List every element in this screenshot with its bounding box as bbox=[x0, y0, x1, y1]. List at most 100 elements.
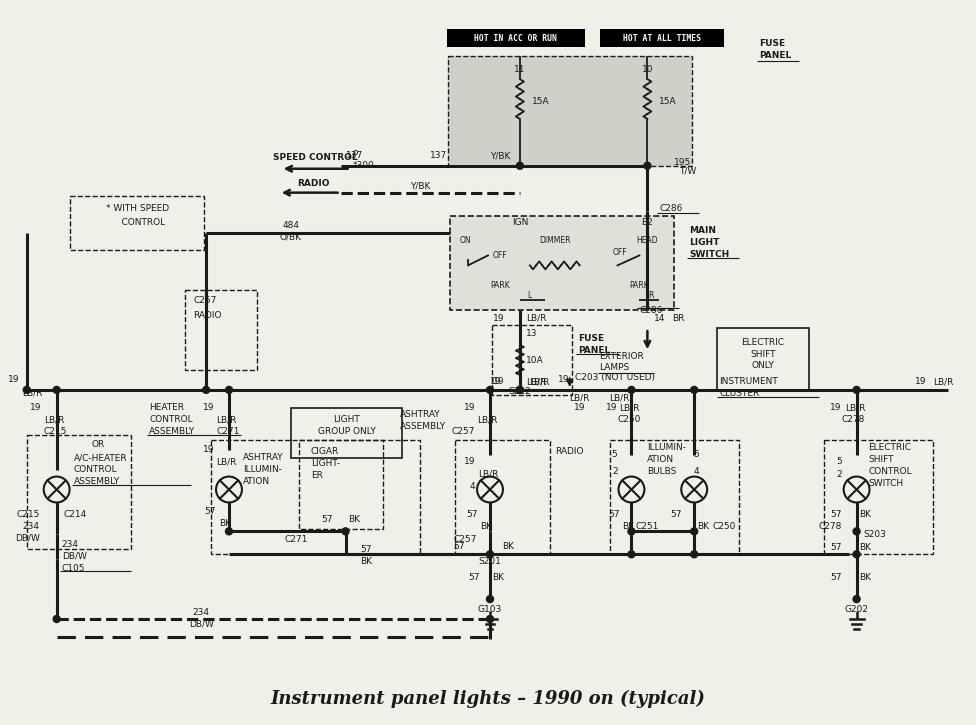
Text: *300: *300 bbox=[352, 161, 374, 170]
Text: LB/R: LB/R bbox=[569, 394, 590, 402]
Text: S201: S201 bbox=[478, 557, 502, 566]
Text: CLUSTER: CLUSTER bbox=[719, 389, 759, 398]
Circle shape bbox=[225, 528, 232, 535]
Text: HOT AT ALL TIMES: HOT AT ALL TIMES bbox=[624, 34, 702, 43]
Text: CONTROL: CONTROL bbox=[869, 467, 913, 476]
Text: LB/R: LB/R bbox=[478, 469, 499, 478]
Bar bbox=[448, 56, 692, 166]
Text: BK: BK bbox=[348, 515, 360, 524]
Text: 57: 57 bbox=[205, 507, 216, 516]
Text: C257: C257 bbox=[452, 427, 475, 436]
Text: 19: 19 bbox=[915, 378, 926, 386]
Circle shape bbox=[516, 386, 523, 394]
Text: 2: 2 bbox=[836, 470, 841, 479]
Bar bbox=[450, 215, 674, 310]
Text: BK: BK bbox=[502, 542, 514, 551]
Circle shape bbox=[628, 551, 635, 558]
Text: 19: 19 bbox=[9, 376, 20, 384]
Text: RADIO: RADIO bbox=[193, 311, 222, 320]
Circle shape bbox=[53, 386, 61, 394]
Text: Instrument panel lights – 1990 on (typical): Instrument panel lights – 1990 on (typic… bbox=[270, 689, 706, 708]
Text: S203: S203 bbox=[864, 530, 886, 539]
Text: BK: BK bbox=[860, 543, 872, 552]
Circle shape bbox=[853, 386, 860, 394]
Text: SWITCH: SWITCH bbox=[869, 479, 904, 488]
Text: 57: 57 bbox=[454, 542, 466, 551]
Text: 57: 57 bbox=[608, 510, 620, 519]
Text: 234: 234 bbox=[61, 540, 79, 549]
Circle shape bbox=[225, 386, 232, 394]
Text: 10A: 10A bbox=[526, 355, 544, 365]
Text: 19: 19 bbox=[831, 403, 841, 413]
Text: BK: BK bbox=[860, 510, 872, 519]
Text: BK: BK bbox=[860, 573, 872, 581]
Circle shape bbox=[23, 386, 30, 394]
Text: ILLUMIN-: ILLUMIN- bbox=[647, 443, 686, 452]
Text: 5: 5 bbox=[693, 450, 699, 459]
Text: 19: 19 bbox=[203, 445, 214, 454]
Text: LB/R: LB/R bbox=[526, 378, 547, 386]
Circle shape bbox=[486, 616, 494, 623]
Text: RADIO: RADIO bbox=[554, 447, 584, 456]
Text: SWITCH: SWITCH bbox=[689, 250, 729, 259]
Bar bbox=[599, 29, 724, 47]
Bar bbox=[610, 439, 739, 554]
Bar bbox=[448, 56, 692, 166]
Text: 19: 19 bbox=[558, 376, 570, 384]
Text: SPEED CONTROL: SPEED CONTROL bbox=[273, 153, 358, 162]
Text: 19: 19 bbox=[464, 457, 475, 466]
Text: 234: 234 bbox=[22, 522, 40, 531]
Text: LB/R: LB/R bbox=[216, 457, 236, 466]
Text: 14: 14 bbox=[654, 314, 666, 323]
Text: DB/W: DB/W bbox=[15, 534, 40, 543]
Text: 15A: 15A bbox=[660, 96, 677, 106]
Text: 57: 57 bbox=[831, 510, 841, 519]
Text: PARK: PARK bbox=[490, 281, 509, 290]
Text: 137: 137 bbox=[346, 152, 363, 160]
Text: 5: 5 bbox=[612, 450, 618, 459]
Circle shape bbox=[486, 551, 494, 558]
Text: INSTRUMENT: INSTRUMENT bbox=[719, 378, 778, 386]
Text: * WITH SPEED: * WITH SPEED bbox=[105, 204, 169, 213]
Text: 195: 195 bbox=[674, 158, 692, 167]
Text: LB/R: LB/R bbox=[477, 415, 498, 424]
Text: LB/R: LB/R bbox=[620, 403, 640, 413]
Bar bbox=[291, 408, 402, 457]
Text: GROUP ONLY: GROUP ONLY bbox=[317, 427, 376, 436]
Text: LB/R: LB/R bbox=[609, 394, 630, 402]
Circle shape bbox=[691, 386, 698, 394]
Circle shape bbox=[516, 386, 523, 394]
Text: 57: 57 bbox=[321, 515, 333, 524]
Text: CONTROL: CONTROL bbox=[73, 465, 117, 474]
Bar bbox=[447, 29, 585, 47]
Bar bbox=[69, 196, 204, 250]
Text: C278: C278 bbox=[818, 522, 841, 531]
Text: 484: 484 bbox=[282, 221, 300, 230]
Text: ILLUMIN-: ILLUMIN- bbox=[243, 465, 282, 474]
Text: C215: C215 bbox=[44, 427, 67, 436]
Text: C251: C251 bbox=[635, 522, 659, 531]
Circle shape bbox=[516, 162, 523, 169]
Circle shape bbox=[486, 596, 494, 602]
Circle shape bbox=[691, 528, 698, 535]
Text: 19: 19 bbox=[491, 378, 502, 386]
Text: C278: C278 bbox=[841, 415, 865, 424]
Text: 4: 4 bbox=[694, 467, 699, 476]
Text: C271: C271 bbox=[284, 535, 307, 544]
Circle shape bbox=[691, 551, 698, 558]
Bar bbox=[299, 439, 384, 529]
Text: EXTERIOR: EXTERIOR bbox=[599, 352, 644, 360]
Text: HEATER: HEATER bbox=[149, 403, 184, 413]
Text: S212: S212 bbox=[508, 387, 531, 397]
Text: 19: 19 bbox=[574, 403, 586, 413]
Text: LB/R: LB/R bbox=[44, 415, 64, 424]
Circle shape bbox=[853, 528, 860, 535]
Bar bbox=[455, 439, 549, 554]
Text: 57: 57 bbox=[831, 543, 841, 552]
Text: LAMPS: LAMPS bbox=[599, 363, 630, 373]
Text: 57: 57 bbox=[467, 510, 478, 519]
Text: C105: C105 bbox=[61, 564, 85, 573]
Text: LB/R: LB/R bbox=[526, 314, 547, 323]
Circle shape bbox=[644, 162, 651, 169]
Text: Y/BK: Y/BK bbox=[410, 181, 430, 190]
